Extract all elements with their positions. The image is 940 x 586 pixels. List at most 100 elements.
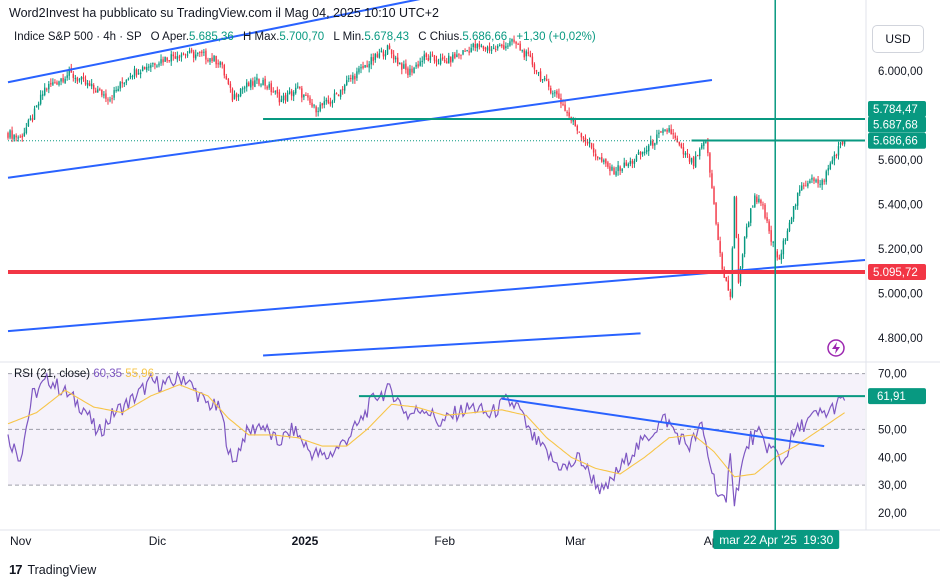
candle	[684, 153, 687, 156]
candle	[219, 62, 221, 65]
rsi-tick-label: 40,00	[878, 452, 907, 464]
candle	[550, 88, 552, 94]
candle	[88, 83, 91, 86]
candle	[72, 73, 75, 78]
candle	[7, 133, 9, 138]
candle	[86, 82, 89, 86]
candle	[652, 141, 654, 146]
price-tick-label: 5.400,00	[878, 199, 923, 211]
candle	[564, 104, 566, 111]
candle	[141, 66, 144, 72]
candle	[515, 41, 517, 44]
candle	[607, 162, 609, 167]
candle	[448, 55, 450, 64]
candle	[468, 51, 470, 53]
candle	[258, 78, 260, 85]
price-axis-label: 5.687,68	[868, 116, 926, 133]
candle	[470, 47, 472, 53]
candle	[362, 66, 364, 69]
candle	[409, 68, 411, 75]
candle	[737, 237, 740, 283]
price-tick-label: 5.200,00	[878, 244, 923, 256]
currency-button[interactable]: USD	[872, 25, 924, 53]
candle	[148, 66, 150, 68]
candle	[207, 59, 209, 62]
rsi-trendline[interactable]	[501, 397, 825, 448]
candle	[656, 134, 658, 144]
candle	[439, 58, 442, 65]
trendline[interactable]	[7, 79, 713, 179]
candle	[594, 153, 597, 157]
candle	[284, 95, 287, 101]
candle	[313, 105, 315, 107]
candle	[90, 83, 93, 87]
candle	[223, 65, 226, 76]
candle	[117, 88, 119, 92]
candle	[668, 128, 670, 132]
candle	[164, 56, 166, 62]
candle	[401, 63, 403, 70]
candle	[417, 64, 419, 67]
candle	[205, 50, 207, 60]
candle	[427, 58, 430, 61]
price-axis-label-bg	[868, 264, 926, 281]
candle	[554, 92, 556, 94]
low-label: L	[333, 31, 340, 43]
candle	[539, 71, 542, 81]
candle	[641, 151, 644, 154]
candle	[458, 54, 460, 56]
candle	[621, 168, 623, 172]
candle	[545, 79, 548, 81]
candle	[390, 49, 393, 55]
candle	[472, 43, 474, 48]
candle	[39, 94, 42, 104]
candle	[778, 257, 781, 259]
tradingview-logo[interactable]: 17 TradingView	[9, 562, 96, 577]
candle	[268, 84, 270, 88]
trendline[interactable]	[7, 0, 426, 84]
lightning-icon[interactable]	[827, 339, 845, 357]
candle	[341, 89, 344, 91]
candle	[703, 142, 705, 146]
candle	[678, 141, 681, 145]
candle	[819, 183, 821, 185]
candle	[360, 67, 362, 69]
candle	[827, 168, 829, 171]
candle	[509, 41, 511, 46]
candle	[441, 57, 444, 60]
candle	[301, 88, 303, 98]
candle	[160, 59, 162, 64]
candle	[37, 103, 40, 106]
candle	[645, 150, 648, 153]
candle	[699, 148, 701, 157]
candle	[821, 180, 823, 186]
candle	[486, 47, 489, 51]
candle	[50, 82, 52, 85]
candle	[174, 56, 177, 59]
candle	[13, 135, 15, 140]
candle	[741, 254, 744, 268]
candle	[397, 57, 399, 64]
candle	[60, 78, 62, 82]
candle	[113, 90, 115, 98]
candle	[501, 44, 503, 47]
candle	[392, 54, 395, 60]
candle	[372, 57, 374, 62]
low-value: 5.678,43	[364, 31, 410, 43]
time-tick-label: Dic	[149, 534, 166, 548]
candle	[692, 157, 695, 166]
candle	[150, 65, 152, 68]
candle	[82, 76, 85, 79]
candle	[507, 45, 509, 47]
candle	[321, 103, 323, 106]
candle	[129, 76, 132, 78]
candle	[413, 67, 415, 74]
trendline[interactable]	[263, 332, 641, 357]
candle	[745, 226, 748, 238]
candle	[519, 43, 521, 51]
candle	[762, 204, 764, 206]
candle	[276, 89, 279, 94]
candle	[599, 158, 601, 160]
candle	[503, 45, 505, 50]
